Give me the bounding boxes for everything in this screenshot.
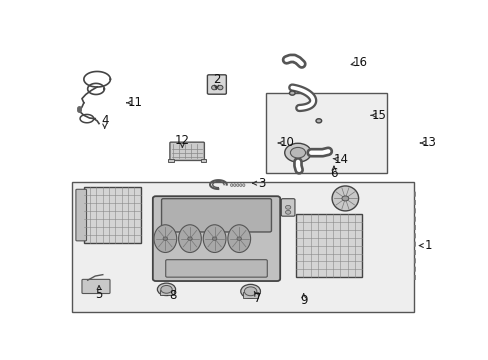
Text: 5: 5 — [95, 288, 102, 301]
Ellipse shape — [217, 85, 223, 90]
FancyBboxPatch shape — [161, 199, 271, 232]
Ellipse shape — [236, 184, 238, 186]
Bar — [296, 214, 362, 278]
Ellipse shape — [227, 225, 250, 252]
Bar — [168, 159, 174, 162]
Ellipse shape — [239, 184, 242, 186]
Ellipse shape — [244, 287, 256, 296]
Ellipse shape — [178, 225, 201, 252]
FancyBboxPatch shape — [153, 196, 280, 281]
Text: 1: 1 — [424, 239, 431, 252]
Text: 7: 7 — [254, 292, 262, 305]
FancyBboxPatch shape — [169, 142, 204, 161]
FancyBboxPatch shape — [207, 75, 226, 94]
Ellipse shape — [211, 85, 217, 90]
Bar — [84, 187, 141, 243]
Text: 8: 8 — [169, 289, 176, 302]
Ellipse shape — [240, 284, 260, 298]
Ellipse shape — [289, 91, 295, 95]
FancyBboxPatch shape — [76, 189, 86, 241]
Text: 15: 15 — [371, 109, 386, 122]
FancyBboxPatch shape — [281, 199, 294, 216]
Text: 9: 9 — [299, 294, 307, 307]
Ellipse shape — [285, 210, 290, 214]
Ellipse shape — [237, 237, 241, 240]
Ellipse shape — [331, 186, 358, 211]
Text: 10: 10 — [279, 136, 293, 149]
Text: 6: 6 — [329, 167, 337, 180]
Bar — [72, 182, 413, 312]
Ellipse shape — [290, 148, 305, 158]
Text: 14: 14 — [333, 153, 348, 166]
Bar — [200, 159, 206, 162]
Ellipse shape — [242, 184, 244, 186]
Ellipse shape — [187, 237, 192, 240]
Ellipse shape — [203, 225, 225, 252]
Ellipse shape — [284, 143, 310, 162]
Text: 11: 11 — [127, 96, 142, 109]
Ellipse shape — [163, 237, 167, 240]
Text: 16: 16 — [352, 56, 367, 69]
Ellipse shape — [285, 205, 290, 209]
Text: 13: 13 — [421, 136, 435, 149]
Ellipse shape — [154, 225, 176, 252]
Ellipse shape — [212, 237, 217, 240]
Text: 12: 12 — [175, 134, 189, 147]
Ellipse shape — [233, 184, 235, 186]
FancyBboxPatch shape — [82, 279, 110, 293]
Bar — [243, 292, 258, 298]
FancyBboxPatch shape — [165, 260, 267, 277]
Ellipse shape — [341, 196, 348, 201]
Ellipse shape — [230, 184, 232, 186]
Ellipse shape — [161, 285, 172, 293]
Bar — [265, 93, 386, 174]
Text: 3: 3 — [258, 177, 265, 190]
Text: 4: 4 — [101, 114, 108, 127]
Ellipse shape — [157, 283, 175, 296]
Ellipse shape — [315, 119, 321, 123]
Bar — [159, 290, 174, 296]
Text: 2: 2 — [212, 73, 220, 86]
